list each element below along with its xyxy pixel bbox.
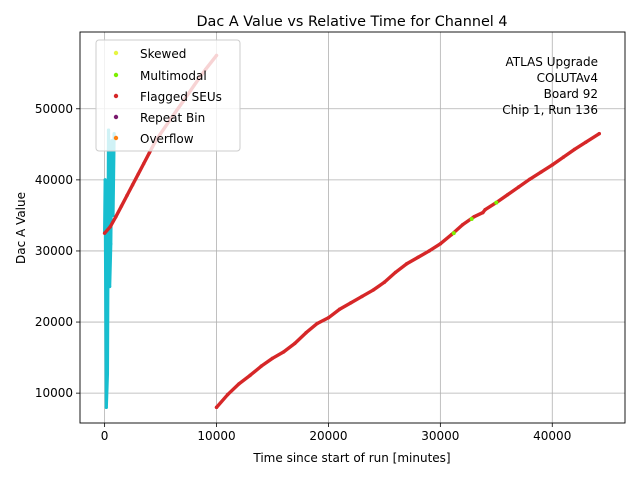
flagged-seus-point: [416, 255, 420, 260]
flagged-seus-point: [371, 288, 375, 292]
data-point: [494, 200, 499, 205]
flagged-seus-point: [130, 183, 135, 187]
flagged-seus-point: [461, 222, 465, 227]
y-tick-label: 20000: [35, 315, 73, 329]
flagged-seus-point: [304, 331, 308, 335]
data-layer: [102, 53, 601, 410]
data-point: [469, 216, 474, 221]
y-tick-label: 10000: [35, 386, 73, 400]
flagged-seus-point: [142, 161, 146, 166]
flagged-seus-point: [226, 392, 230, 397]
run-annotation: ATLAS Upgrade COLUTAv4 Board 92 Chip 1, …: [502, 55, 598, 117]
flagged-seus-point: [539, 170, 543, 174]
flagged-seus-point: [125, 193, 129, 198]
x-axis-label: Time since start of run [minutes]: [252, 451, 450, 465]
legend-marker-skewed: [113, 50, 119, 56]
flagged-seus-point: [214, 405, 219, 410]
x-tick-label: 20000: [309, 429, 347, 443]
x-tick-label: 30000: [421, 429, 459, 443]
flagged-seus-point: [584, 140, 588, 144]
flagged-seus-point: [337, 307, 342, 311]
flagged-seus-point: [108, 225, 112, 229]
legend-marker-multimodal: [113, 72, 119, 78]
flagged-seus-point: [483, 208, 487, 212]
flagged-seus-point: [550, 163, 554, 167]
grid-layer: [80, 32, 625, 423]
annotation-line: COLUTAv4: [537, 71, 598, 85]
flagged-seus-point: [248, 373, 252, 378]
flagged-seus-point: [561, 155, 566, 159]
data-point: [451, 231, 456, 236]
annotation-line: Chip 1, Run 136: [502, 103, 598, 117]
y-tick-label: 40000: [35, 173, 73, 187]
legend-label-repeat-bin: Repeat Bin: [140, 111, 205, 125]
flagged-seus-point: [528, 177, 532, 181]
annotation-line: ATLAS Upgrade: [505, 55, 598, 69]
legend-marker-flagged-seus: [113, 93, 119, 99]
tick-layer: 0 10000 20000 30000 40000 10000 20000 30000 4000…: [35, 102, 572, 443]
channel-trace-line: [103, 128, 116, 409]
flagged-seus-point: [259, 364, 263, 368]
flagged-seus-point: [237, 382, 241, 386]
flagged-seus-point: [427, 249, 431, 253]
flagged-seus-point: [393, 270, 398, 274]
legend-label-skewed: Skewed: [140, 47, 186, 61]
flagged-seus-point: [102, 231, 107, 235]
flagged-seus-point: [597, 131, 601, 136]
y-axis-label: Dac A Value: [14, 192, 28, 264]
flagged-seus-point: [119, 204, 124, 208]
legend-box: [95, 39, 241, 152]
channel-trace-point: [104, 405, 108, 409]
flagged-seus-point: [270, 356, 275, 361]
flagged-seus-point: [136, 172, 140, 176]
flagged-seus-point: [572, 147, 577, 151]
flagged-seus-point: [326, 316, 331, 320]
x-tick-label: 40000: [533, 429, 571, 443]
flagged-seus-point: [405, 262, 409, 266]
x-tick-label: 10000: [197, 429, 235, 443]
flagged-seus-point: [281, 350, 286, 354]
channel-trace-point: [103, 178, 107, 182]
annotation-line: Board 92: [544, 87, 598, 101]
channel-trace-point: [109, 242, 113, 246]
legend-label-flagged-seus: Flagged SEUs: [140, 90, 222, 104]
flagged-seus-point: [349, 301, 353, 305]
axes-frame: [79, 31, 626, 424]
series-multimodal: [451, 200, 499, 236]
y-tick-label: 50000: [35, 102, 73, 116]
flagged-seus-point: [481, 210, 485, 215]
flagged-seus-point: [382, 280, 387, 284]
legend-marker-overflow: [113, 135, 119, 141]
flagged-seus-point: [114, 215, 118, 219]
y-tick-label: 30000: [35, 244, 73, 258]
flagged-seus-point: [293, 341, 297, 346]
legend: Skewed Multimodal Flagged SEUs Repeat Bi…: [95, 39, 241, 152]
flagged-seus-point: [315, 321, 319, 326]
legend-marker-repeat-bin: [113, 114, 119, 120]
channel-trace-point: [105, 372, 110, 376]
flagged-seus-point: [147, 151, 152, 155]
flagged-seus-point: [505, 193, 510, 197]
legend-label-overflow: Overflow: [140, 132, 194, 146]
channel-trace-point: [111, 213, 115, 218]
x-tick-label: 0: [101, 429, 109, 443]
chart-title: Dac A Value vs Relative Time for Channel…: [196, 14, 507, 30]
flagged-seus-point: [438, 242, 443, 246]
channel-trace-point: [108, 284, 112, 289]
legend-label-multimodal: Multimodal: [140, 69, 207, 83]
flagged-seus-point: [516, 185, 521, 189]
flagged-seus-point: [360, 294, 364, 299]
